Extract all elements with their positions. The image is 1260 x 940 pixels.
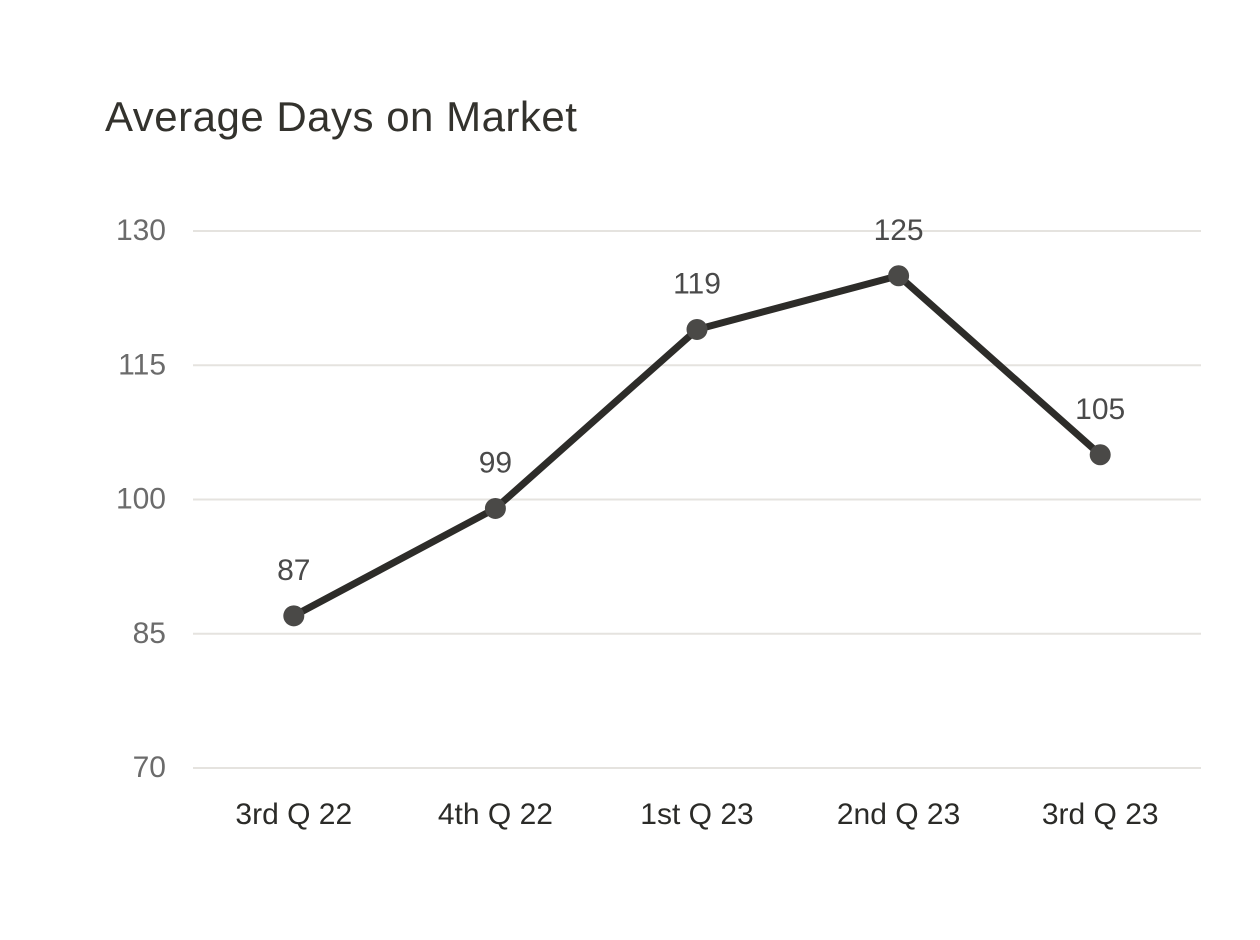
x-axis-label: 4th Q 22 — [438, 798, 553, 831]
data-point-label: 105 — [1075, 393, 1125, 426]
x-axis-label: 3rd Q 22 — [235, 798, 352, 831]
data-point-label: 125 — [874, 214, 924, 247]
x-axis-label: 2nd Q 23 — [837, 798, 960, 831]
y-tick-label: 85 — [133, 617, 166, 650]
y-tick-label: 115 — [118, 348, 166, 381]
y-tick-label: 130 — [116, 214, 166, 247]
data-point-label: 99 — [479, 446, 512, 479]
y-tick-label: 70 — [133, 751, 166, 784]
data-point-marker — [888, 265, 910, 287]
data-point-label: 87 — [277, 554, 310, 587]
x-axis-label: 3rd Q 23 — [1042, 798, 1159, 831]
chart-title: Average Days on Market — [105, 93, 578, 140]
data-point-marker — [484, 497, 506, 519]
data-point-label: 119 — [673, 267, 721, 300]
y-tick-label: 100 — [116, 483, 166, 516]
data-point-marker — [686, 318, 708, 340]
data-point-marker — [1089, 444, 1111, 466]
x-axis-label: 1st Q 23 — [640, 798, 753, 831]
data-point-marker — [283, 605, 305, 627]
